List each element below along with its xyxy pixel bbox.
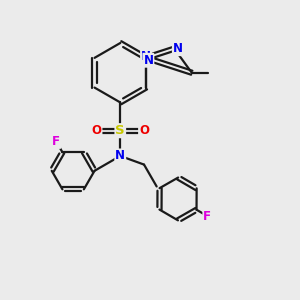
Text: O: O [92, 124, 101, 137]
Text: N: N [143, 54, 153, 67]
Text: N: N [115, 149, 125, 162]
Text: N: N [141, 50, 151, 63]
Text: N: N [173, 42, 183, 55]
Text: F: F [52, 135, 60, 148]
Text: O: O [139, 124, 149, 137]
Text: S: S [116, 124, 125, 137]
Text: F: F [203, 209, 211, 223]
